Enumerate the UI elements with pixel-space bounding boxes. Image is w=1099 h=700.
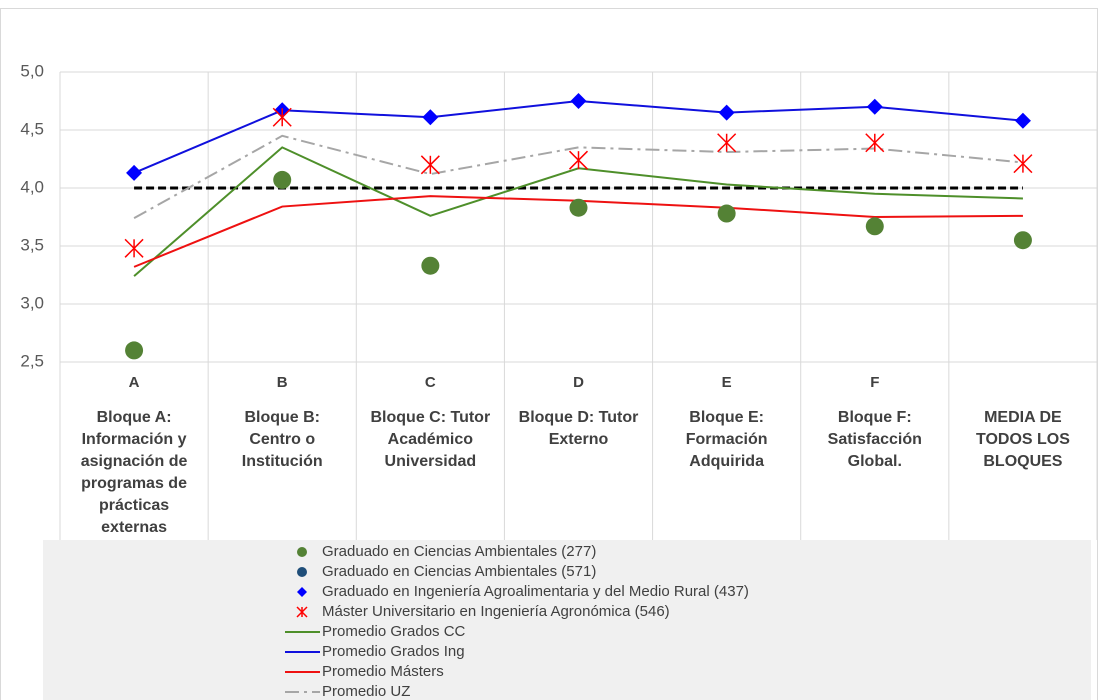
category-description: Académico (388, 431, 474, 448)
category-description: prácticas (99, 497, 169, 514)
legend-label: Promedio Grados CC (322, 623, 466, 640)
category-description: externas (101, 519, 167, 536)
category-description: Bloque D: Tutor (519, 409, 639, 426)
category-description: Formación (686, 431, 768, 448)
dot-marker (125, 341, 144, 360)
diamond-marker (570, 93, 587, 109)
y-tick-label: 4,5 (20, 119, 44, 138)
legend-swatch (296, 606, 308, 618)
dot-marker (421, 256, 440, 275)
star-marker (717, 133, 737, 153)
diamond-marker (718, 104, 735, 121)
diamond-marker (297, 587, 307, 597)
dot-marker (297, 547, 307, 557)
legend-swatch (297, 587, 307, 597)
category-description: Global. (848, 453, 902, 470)
category-description: Bloque A: (97, 409, 172, 426)
legend-box (43, 540, 1091, 700)
category-description: Bloque E: (689, 409, 764, 426)
category-description: Satisfacción (828, 431, 922, 448)
legend-swatch (297, 567, 307, 577)
category-description: Externo (549, 431, 609, 448)
diamond-marker (1014, 112, 1031, 129)
category-description: Información y (82, 431, 187, 448)
y-tick-label: 3,5 (20, 235, 44, 254)
x-tick-label: C (425, 374, 436, 391)
dot-marker (297, 567, 307, 577)
category-description: Centro o (249, 431, 315, 448)
y-tick-label: 3,0 (20, 293, 44, 312)
category-description: TODOS LOS (976, 431, 1070, 448)
dot-marker (717, 204, 736, 223)
y-tick-label: 5,0 (20, 61, 44, 80)
star-marker (1013, 154, 1033, 174)
diamond-marker (126, 164, 143, 181)
x-tick-label: F (870, 374, 879, 391)
star-marker (272, 107, 292, 127)
category-description: Institución (242, 453, 323, 470)
y-tick-label: 4,0 (20, 177, 44, 196)
x-tick-label: B (277, 374, 288, 391)
diamond-marker (866, 98, 883, 115)
category-description: MEDIA DE (984, 409, 1062, 426)
legend-swatch (297, 547, 307, 557)
x-tick-label: A (129, 374, 140, 391)
star-marker (296, 606, 308, 618)
dot-marker (569, 198, 588, 217)
legend-label: Promedio Másters (322, 663, 444, 680)
star-marker (420, 155, 440, 175)
legend-label: Graduado en Ciencias Ambientales (571) (322, 563, 596, 580)
legend-label: Graduado en Ciencias Ambientales (277) (322, 543, 596, 560)
x-tick-label: E (722, 374, 732, 391)
dot-marker (273, 170, 292, 189)
legend-label: Graduado en Ingeniería Agroalimentaria y… (322, 583, 749, 600)
dot-marker (1013, 231, 1032, 250)
category-description: Bloque F: (838, 409, 912, 426)
category-description: Bloque B: (244, 409, 320, 426)
y-tick-label: 2,5 (20, 351, 44, 370)
category-description: BLOQUES (983, 453, 1062, 470)
star-marker (568, 150, 589, 170)
star-marker (124, 238, 144, 258)
legend-label: Promedio UZ (322, 683, 410, 700)
x-tick-label: D (573, 374, 584, 391)
category-description: Bloque C: Tutor (371, 409, 491, 426)
legend-label: Máster Universitario en Ingeniería Agron… (322, 603, 670, 620)
category-description: Universidad (385, 453, 477, 470)
category-description: Adquirida (689, 453, 764, 470)
dot-marker (865, 217, 884, 236)
diamond-marker (422, 109, 439, 126)
star-marker (865, 133, 885, 153)
category-description: programas de (81, 475, 187, 492)
legend-label: Promedio Grados Ing (322, 643, 465, 660)
category-description: asignación de (81, 453, 188, 470)
